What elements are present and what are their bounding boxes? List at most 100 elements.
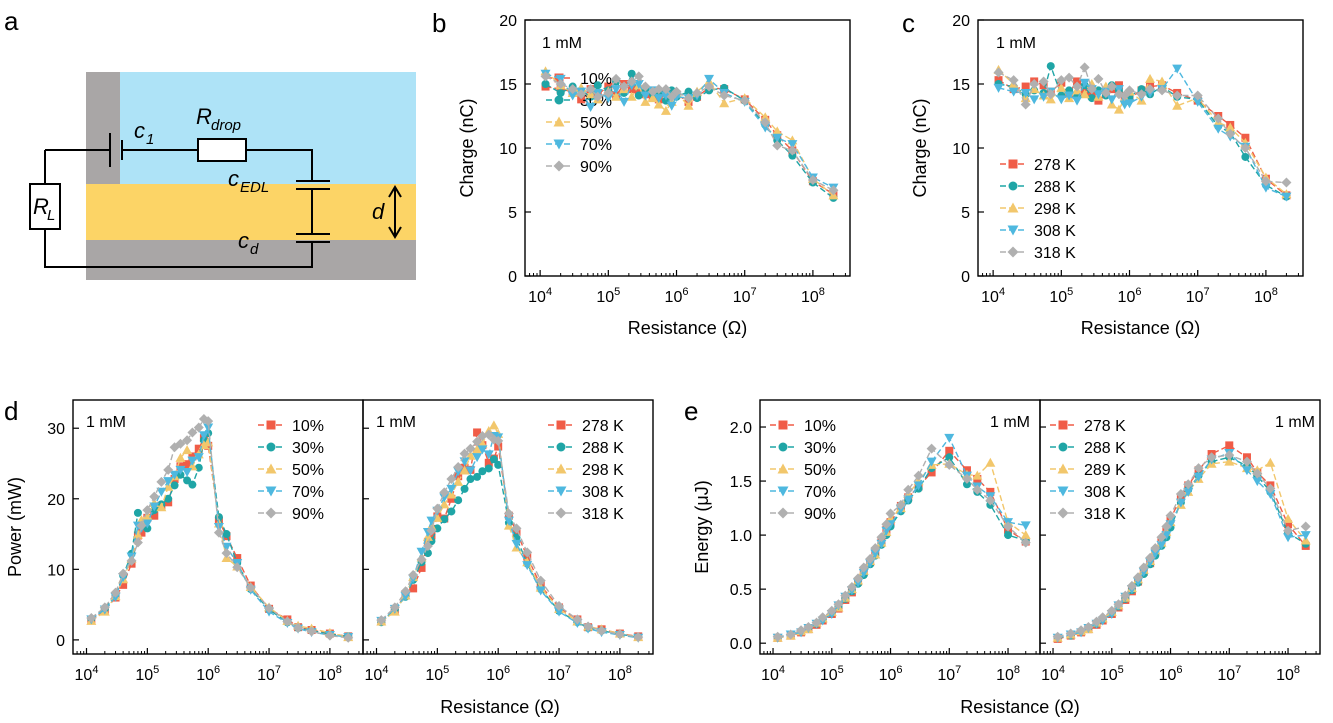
data-point xyxy=(1100,87,1111,98)
data-point xyxy=(944,433,955,443)
y-tick-label: 30 xyxy=(47,421,65,438)
data-point xyxy=(1056,75,1067,86)
series-line xyxy=(777,456,1026,639)
data-point xyxy=(1265,490,1276,500)
legend-label: 308 K xyxy=(1034,223,1076,240)
legend-marker xyxy=(556,442,566,452)
data-point xyxy=(554,601,565,612)
series-90 xyxy=(772,443,1031,642)
data-point xyxy=(459,465,470,475)
data-point xyxy=(156,487,167,497)
legend-item: 288 K xyxy=(1050,440,1126,457)
data-point xyxy=(170,481,179,490)
legend-item: 298 K xyxy=(1000,201,1076,218)
y-axis-label: Power (mW) xyxy=(5,477,25,577)
x-tick-label: 104 xyxy=(365,664,389,684)
legend-label: 30% xyxy=(292,440,324,457)
data-point xyxy=(903,484,914,495)
data-point xyxy=(400,592,411,602)
legend-label: 50% xyxy=(804,462,836,479)
rl-subscript: L xyxy=(47,207,55,224)
data-point xyxy=(567,84,578,95)
data-point xyxy=(585,84,596,95)
data-point xyxy=(376,615,387,626)
data-point xyxy=(465,443,476,454)
data-point xyxy=(477,445,488,455)
data-point xyxy=(1150,543,1161,554)
legend-item: 289 K xyxy=(1050,462,1126,479)
legend-item: 318 K xyxy=(1050,506,1126,523)
data-point xyxy=(660,91,671,101)
y-tick-label: 2.0 xyxy=(730,420,752,437)
data-point xyxy=(484,458,493,467)
x-tick-label: 106 xyxy=(1118,286,1142,306)
data-point xyxy=(494,460,503,469)
series-line xyxy=(380,424,639,638)
data-point xyxy=(876,532,887,543)
data-point xyxy=(447,494,456,503)
data-point xyxy=(1124,99,1135,109)
legend-item: 278 K xyxy=(1000,157,1076,174)
data-point xyxy=(535,586,546,596)
legend-marker xyxy=(555,463,567,474)
data-point xyxy=(913,470,924,481)
data-point xyxy=(1193,472,1204,482)
y-tick-label: 10 xyxy=(952,141,970,158)
data-point xyxy=(126,555,137,566)
data-point xyxy=(840,590,851,601)
data-point xyxy=(1157,85,1168,96)
x-tick-label: 105 xyxy=(1049,286,1073,306)
data-point xyxy=(440,515,449,524)
legend-label: 10% xyxy=(804,418,836,435)
data-point xyxy=(245,582,256,593)
data-point xyxy=(282,616,293,627)
data-point xyxy=(132,529,143,539)
data-point xyxy=(472,436,483,447)
legend-item: 90% xyxy=(546,159,612,176)
series-line xyxy=(998,67,1287,198)
data-point xyxy=(1283,525,1294,536)
data-point xyxy=(454,496,463,505)
x-tick-label: 108 xyxy=(996,664,1020,684)
data-point xyxy=(1165,510,1176,521)
panel-label-a: a xyxy=(4,6,19,36)
data-point xyxy=(465,466,476,476)
legend-label: 10% xyxy=(292,418,324,435)
data-point xyxy=(811,617,822,628)
legend-label: 298 K xyxy=(582,462,624,479)
legend-label: 298 K xyxy=(1034,201,1076,218)
concentration-annotation: 1 mM xyxy=(542,35,582,52)
legend-marker xyxy=(265,507,277,519)
rdrop-subscript: drop xyxy=(211,117,241,134)
data-point xyxy=(1020,537,1031,548)
data-point xyxy=(611,85,622,95)
circuit-diagram: c 1 R drop c EDL c d R L d xyxy=(29,72,416,280)
data-point xyxy=(511,523,522,534)
y-tick-label: 5 xyxy=(508,205,517,222)
data-point xyxy=(1300,521,1311,532)
data-point xyxy=(603,87,614,98)
y-axis-label: Charge (nC) xyxy=(457,98,477,197)
data-point xyxy=(760,117,771,128)
data-point xyxy=(985,457,996,467)
chart-e-energy-humidity: 104 105 106 107 108 0.0 0.5 1.0 1.5 2.0 Energy (μJ… xyxy=(692,399,1041,684)
data-point xyxy=(1106,605,1117,616)
data-point xyxy=(409,584,418,593)
series-line xyxy=(90,431,349,638)
legend-marker xyxy=(777,507,789,519)
data-point xyxy=(611,91,622,101)
d-shared-xlabel: Resistance (Ω) xyxy=(440,697,560,717)
data-point xyxy=(489,455,498,464)
data-point xyxy=(110,587,121,598)
data-point xyxy=(222,530,231,539)
data-point xyxy=(164,494,173,503)
data-point xyxy=(426,525,437,536)
data-point xyxy=(593,81,602,90)
data-point xyxy=(483,450,494,460)
y-tick-label: 5 xyxy=(961,205,970,222)
cedl-label: c xyxy=(228,166,239,191)
data-point xyxy=(149,491,160,502)
data-point xyxy=(627,69,636,78)
y-tick-label: 0 xyxy=(961,269,970,286)
x-tick-label: 105 xyxy=(596,286,620,306)
